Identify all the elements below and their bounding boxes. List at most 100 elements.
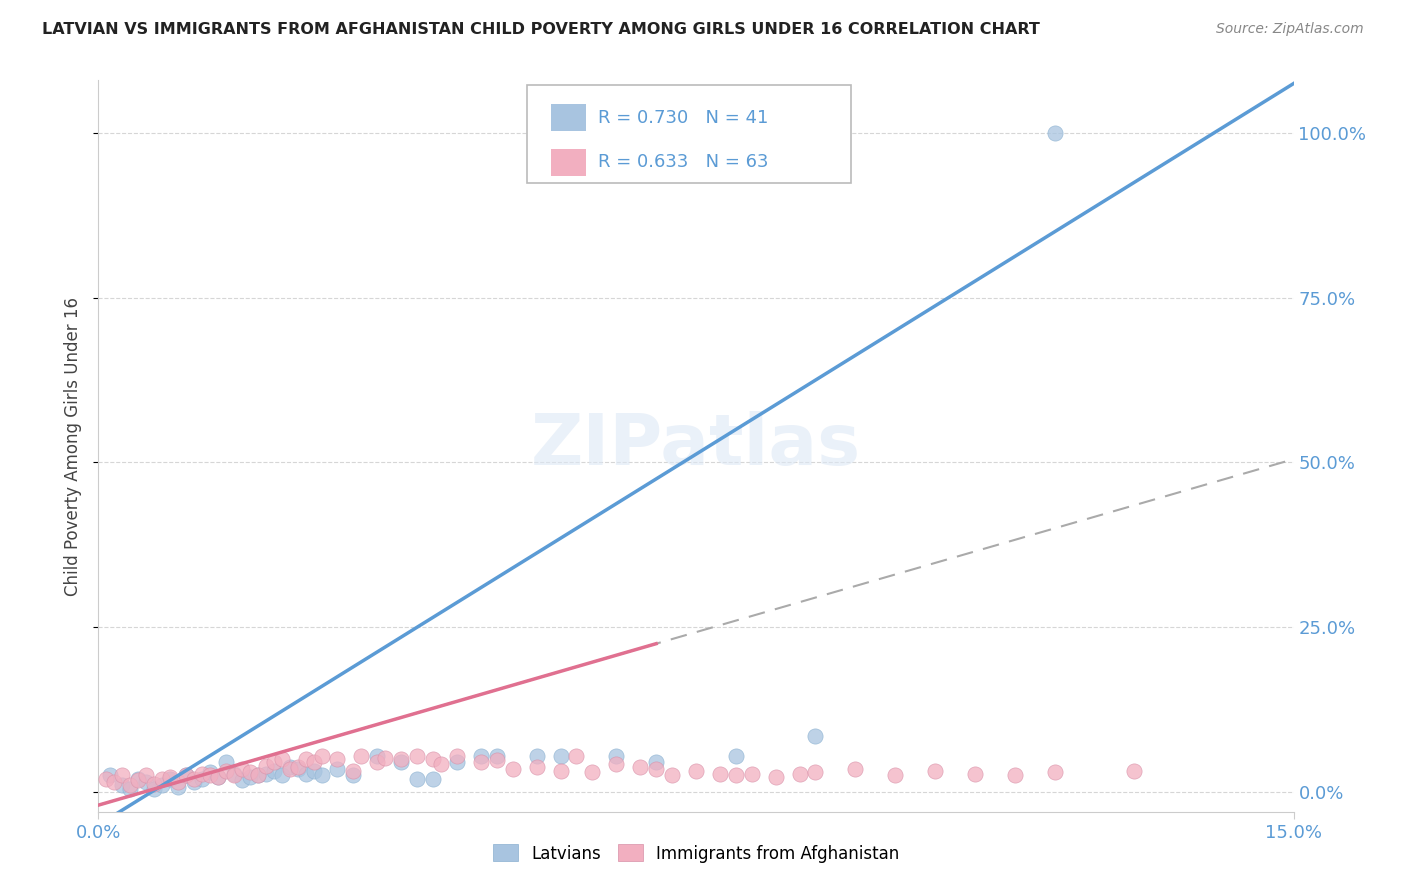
Point <box>645 756 668 770</box>
Point <box>302 756 325 770</box>
Point <box>191 772 214 786</box>
Point <box>502 762 524 776</box>
Point <box>470 756 492 770</box>
Point <box>150 772 173 786</box>
Point <box>150 778 173 792</box>
Point <box>191 766 214 780</box>
Point <box>765 771 787 785</box>
Point <box>605 757 627 772</box>
Point <box>350 748 373 763</box>
Point <box>581 765 603 780</box>
Point <box>207 771 229 785</box>
Point <box>924 764 946 778</box>
Point <box>111 778 134 792</box>
Point <box>422 772 444 786</box>
Point <box>550 764 572 778</box>
Point <box>605 748 627 763</box>
Point <box>311 748 333 763</box>
Point <box>789 766 811 780</box>
Point <box>183 772 205 786</box>
Point <box>326 762 349 776</box>
Point <box>198 765 221 780</box>
Point <box>246 768 269 782</box>
Point <box>246 768 269 782</box>
Point <box>263 756 285 770</box>
Point <box>183 775 205 789</box>
Point <box>645 762 668 776</box>
Point <box>287 762 309 776</box>
Point <box>342 764 364 778</box>
Point <box>207 771 229 785</box>
Point <box>485 748 508 763</box>
Point <box>446 756 468 770</box>
Point <box>326 752 349 766</box>
Text: R = 0.730   N = 41: R = 0.730 N = 41 <box>598 109 768 127</box>
Point <box>724 768 747 782</box>
Point <box>366 748 388 763</box>
Point <box>1043 765 1066 780</box>
Point <box>215 756 238 770</box>
Point <box>143 777 166 791</box>
Point <box>120 778 142 792</box>
Point <box>98 768 122 782</box>
Point <box>294 752 316 766</box>
Point <box>741 766 763 780</box>
Point <box>1043 126 1066 140</box>
Point <box>222 766 245 780</box>
Point <box>628 760 651 774</box>
Point <box>174 768 197 782</box>
Point <box>366 756 388 770</box>
Point <box>215 764 238 778</box>
Point <box>174 768 197 782</box>
Point <box>302 764 325 778</box>
Point <box>96 772 118 786</box>
Point <box>159 771 181 785</box>
Point <box>709 766 731 780</box>
Point <box>222 768 245 782</box>
Point <box>167 775 190 789</box>
Point <box>135 768 157 782</box>
Point <box>406 748 429 763</box>
Point <box>565 748 588 763</box>
Point <box>389 756 412 770</box>
Point <box>278 762 301 776</box>
Text: R = 0.633   N = 63: R = 0.633 N = 63 <box>598 153 768 171</box>
Point <box>526 748 548 763</box>
Point <box>278 760 301 774</box>
Point <box>526 760 548 774</box>
Point <box>422 752 444 766</box>
Point <box>430 757 453 772</box>
Point <box>167 780 190 794</box>
Point <box>231 762 253 776</box>
Point <box>311 768 333 782</box>
Point <box>804 765 827 780</box>
Point <box>342 768 364 782</box>
Point <box>963 766 986 780</box>
Text: Source: ZipAtlas.com: Source: ZipAtlas.com <box>1216 22 1364 37</box>
Point <box>111 768 134 782</box>
Point <box>406 772 429 786</box>
Point <box>120 781 142 796</box>
Point <box>159 772 181 786</box>
Text: ZIPatlas: ZIPatlas <box>531 411 860 481</box>
Point <box>103 775 125 789</box>
Point <box>446 748 468 763</box>
Point <box>1004 768 1026 782</box>
Point <box>270 768 292 782</box>
Point <box>239 771 262 785</box>
Point <box>127 772 149 786</box>
Point <box>263 764 285 778</box>
Point <box>884 768 907 782</box>
Point <box>294 766 316 780</box>
Point <box>1123 764 1146 778</box>
Point <box>254 758 277 772</box>
Point <box>374 750 396 764</box>
Point <box>844 762 866 776</box>
Point <box>239 765 262 780</box>
Point <box>287 760 309 774</box>
Y-axis label: Child Poverty Among Girls Under 16: Child Poverty Among Girls Under 16 <box>65 296 83 596</box>
Point <box>389 752 412 766</box>
Point <box>470 748 492 763</box>
Point <box>685 764 707 778</box>
Point <box>143 781 166 796</box>
